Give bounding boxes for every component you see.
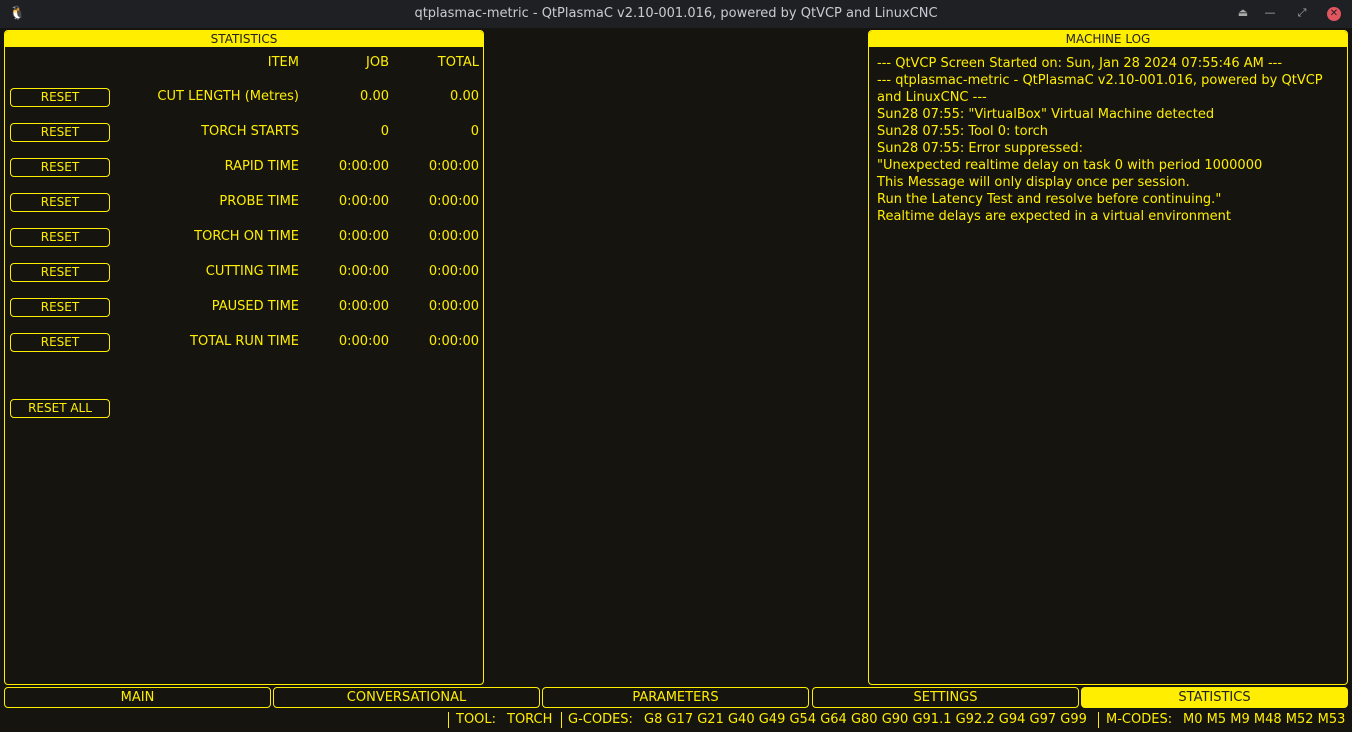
- reset-button[interactable]: RESET: [10, 298, 110, 317]
- maximize-icon[interactable]: ⤢: [1297, 6, 1307, 19]
- stat-job-value: 0.00: [360, 89, 389, 104]
- gcodes-value: G8 G17 G21 G40 G49 G54 G64 G80 G90 G91.1…: [644, 712, 1087, 727]
- gcodes-label: G-CODES:: [568, 712, 633, 727]
- title-bar: 🐧 qtplasmac-metric - QtPlasmaC v2.10-001…: [0, 0, 1352, 28]
- log-line: --- QtVCP Screen Started on: Sun, Jan 28…: [877, 56, 1283, 71]
- reset-button[interactable]: RESET: [10, 123, 110, 142]
- tool-label: TOOL:: [456, 712, 497, 727]
- log-line: Realtime delays are expected in a virtua…: [877, 209, 1232, 224]
- tab-parameters[interactable]: PARAMETERS: [542, 687, 809, 708]
- stat-total-value: 0.00: [450, 89, 479, 104]
- window-title: qtplasmac-metric - QtPlasmaC v2.10-001.0…: [414, 6, 938, 21]
- stat-job-value: 0:00:00: [338, 159, 389, 174]
- reset-button[interactable]: RESET: [10, 88, 110, 107]
- tab-settings[interactable]: SETTINGS: [812, 687, 1079, 708]
- stat-job-value: 0:00:00: [338, 194, 389, 209]
- reset-button[interactable]: RESET: [10, 263, 110, 282]
- log-line: "Unexpected realtime delay on task 0 wit…: [877, 158, 1263, 173]
- stat-item-label: CUT LENGTH (Metres): [157, 89, 299, 104]
- log-line: Sun28 07:55: "VirtualBox" Virtual Machin…: [877, 107, 1215, 122]
- statistics-header: STATISTICS: [5, 31, 483, 47]
- stat-item-label: RAPID TIME: [224, 159, 299, 174]
- stat-job-value: 0: [380, 124, 389, 139]
- stat-total-value: 0:00:00: [428, 299, 479, 314]
- reset-button[interactable]: RESET: [10, 158, 110, 177]
- reset-button[interactable]: RESET: [10, 228, 110, 247]
- stat-total-value: 0:00:00: [428, 194, 479, 209]
- item-column-header: ITEM: [267, 55, 299, 70]
- stat-job-value: 0:00:00: [338, 229, 389, 244]
- total-column-header: TOTAL: [437, 55, 479, 70]
- stat-job-value: 0:00:00: [338, 299, 389, 314]
- log-line: Run the Latency Test and resolve before …: [877, 192, 1222, 207]
- mcodes-label: M-CODES:: [1106, 712, 1173, 727]
- tab-statistics[interactable]: STATISTICS: [1081, 687, 1348, 708]
- mcodes-value: M0 M5 M9 M48 M52 M53: [1183, 712, 1346, 727]
- statistics-panel: STATISTICS ITEM JOB TOTAL RESET CUT LENGTH (…: [4, 30, 484, 685]
- reset-button[interactable]: RESET: [10, 193, 110, 212]
- stat-item-label: TOTAL RUN TIME: [190, 334, 299, 349]
- app-logo-icon: 🐧: [9, 6, 26, 21]
- stat-total-value: 0:00:00: [428, 229, 479, 244]
- stat-job-value: 0:00:00: [338, 334, 389, 349]
- stat-item-label: PROBE TIME: [219, 194, 299, 209]
- status-separator: [1098, 712, 1099, 728]
- stat-total-value: 0:00:00: [428, 334, 479, 349]
- status-separator: [448, 712, 449, 728]
- close-icon[interactable]: ✕: [1327, 7, 1341, 21]
- shade-icon[interactable]: ⏏: [1237, 6, 1249, 19]
- stat-job-value: 0:00:00: [338, 264, 389, 279]
- stat-total-value: 0:00:00: [428, 264, 479, 279]
- machine-log-header: MACHINE LOG: [869, 31, 1347, 47]
- machine-log-panel: MACHINE LOG --- QtVCP Screen Started on:…: [868, 30, 1348, 685]
- tab-conversational[interactable]: CONVERSATIONAL: [273, 687, 540, 708]
- log-line: This Message will only display once per …: [877, 175, 1190, 190]
- stat-item-label: TORCH STARTS: [201, 124, 299, 139]
- job-column-header: JOB: [366, 55, 389, 70]
- stat-item-label: CUTTING TIME: [205, 264, 299, 279]
- tool-value: TORCH: [507, 712, 553, 727]
- stat-total-value: 0:00:00: [428, 159, 479, 174]
- reset-all-button[interactable]: RESET ALL: [10, 399, 110, 418]
- machine-log-text: --- QtVCP Screen Started on: Sun, Jan 28…: [877, 55, 1339, 225]
- minimize-icon[interactable]: —: [1264, 6, 1276, 19]
- tab-main[interactable]: MAIN: [4, 687, 271, 708]
- status-separator: [561, 712, 562, 728]
- log-line: --- qtplasmac-metric - QtPlasmaC v2.10-0…: [877, 73, 1323, 105]
- reset-button[interactable]: RESET: [10, 333, 110, 352]
- stat-total-value: 0: [470, 124, 479, 139]
- stat-item-label: TORCH ON TIME: [194, 229, 299, 244]
- log-line: Sun28 07:55: Tool 0: torch: [877, 124, 1049, 139]
- log-line: Sun28 07:55: Error suppressed:: [877, 141, 1083, 156]
- stat-item-label: PAUSED TIME: [211, 299, 299, 314]
